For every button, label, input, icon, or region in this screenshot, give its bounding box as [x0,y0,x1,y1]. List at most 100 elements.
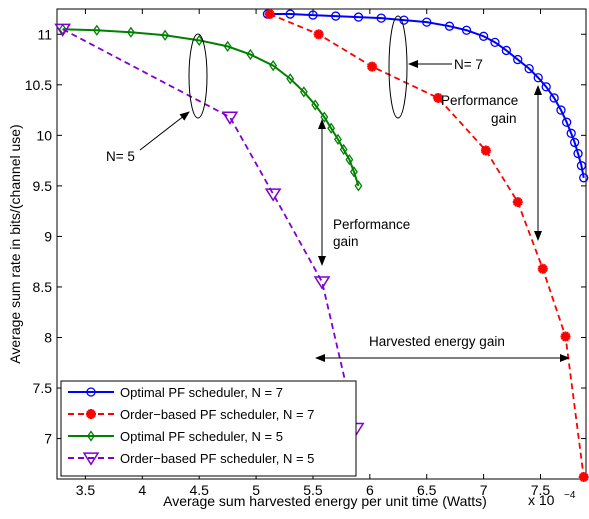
series-layer [54,9,589,482]
n5-group-ellipse [188,33,208,119]
y-tick-label: 8.5 [33,279,53,295]
series-1-point [513,54,523,65]
series-1-point [569,137,580,148]
series-3-point [92,24,101,36]
series-3-point [354,180,363,192]
x-tick-label: 4.5 [189,482,209,498]
legend-label-1: Optimal PF scheduler, N = 7 [120,385,283,400]
harvest-gain-label: Harvested energy gain [369,334,505,349]
n7-label: N= 7 [454,57,483,72]
axis-ticks: 3.5 4 4.5 5 5.5 6 6.5 7 7.5 7 7.5 8 8.5 9 9.5 10 10.5 11 [25,9,586,498]
n5-arrow [139,111,190,151]
series-2-point [578,471,589,482]
series-3-point [223,40,232,53]
series-3-point [195,34,204,46]
series-line-3 [62,28,360,187]
series-3-point [327,122,336,134]
legend-label-3: Optimal PF scheduler, N = 5 [120,429,283,444]
series-1-point [478,31,489,41]
y-tick-label: 7.5 [33,380,53,396]
series-1-point [331,11,341,21]
legend: Optimal PF scheduler, N = 7 Order−based … [60,380,357,477]
series-3-point [58,23,67,35]
series-3-point [349,166,358,178]
series-1-point [308,10,318,20]
series-line-4 [62,28,358,429]
series-1-point [566,128,576,138]
series-2-point [313,29,324,40]
series-2-point [433,92,444,103]
series-1-point [556,105,566,115]
y-tick-label: 8 [44,329,52,345]
x-tick-label: 6 [366,482,374,498]
series-4-point [313,276,331,290]
y-axis-label: Average sum rate in bits/(channel use) [7,124,23,363]
series-3-point [311,99,320,111]
series-1-point [461,25,472,35]
series-3-point [161,29,170,41]
x-tick-label: 7 [480,482,488,498]
series-1-point [562,117,572,127]
series-1-point [422,17,432,27]
perf-gain-right-line1: Performance [441,93,518,108]
series-3-point [269,59,278,72]
y-tick-label: 11 [37,26,52,42]
series-1-point [579,173,589,183]
x-axis-exponent: −4 [564,490,576,501]
series-4-point [221,111,239,125]
legend-sample-marker-3 [87,430,95,442]
series-3-point [286,73,295,85]
series-1-point [285,9,295,19]
y-tick-label: 9 [44,228,52,244]
series-1-point [353,12,364,22]
x-tick-label: 5 [252,482,260,498]
series-1-point [576,161,587,171]
series-1-point [541,82,551,92]
n7-group-ellipse [388,15,408,119]
series-2-point [512,197,523,208]
series-3-point [127,26,135,38]
series-1-point [524,63,534,74]
y-tick-label: 9.5 [33,178,53,194]
series-3-point [345,153,354,166]
x-axis-multiplier: x 10 [528,492,555,508]
series-1-point [444,21,455,31]
series-1-point [549,93,559,103]
series-3-point [246,48,255,61]
legend-sample-marker-1 [86,387,96,397]
series-2-point [264,9,275,20]
x-tick-label: 5.5 [303,482,323,498]
legend-sample-marker-4 [82,452,100,466]
perf-gain-mid-line1: Performance [333,217,410,232]
series-3-point [334,133,342,146]
series-4-point [54,23,72,37]
series-3-point [299,86,308,98]
series-line-1 [267,13,585,178]
x-tick-label: 7.5 [531,482,551,498]
legend-box [60,380,357,477]
x-tick-label: 3.5 [76,482,96,498]
series-1-point [376,13,386,23]
x-axis-label: Average sum harvested energy per unit ti… [163,493,487,509]
y-tick-label: 7 [44,431,52,447]
perf-gain-right-line2: gain [491,111,517,126]
perf-gain-mid-line2: gain [333,234,359,249]
y-tick-label: 10 [36,127,52,143]
series-1-point [533,73,543,83]
series-2-point [537,263,548,274]
n5-label: N= 5 [106,149,135,164]
legend-label-4: Order−based PF scheduler, N = 5 [120,451,314,466]
series-1-point [501,45,512,56]
y-tick-label: 10.5 [25,77,52,93]
series-1-point [399,15,409,25]
series-2-point [560,331,571,342]
series-4-point [264,188,282,202]
x-tick-label: 6.5 [417,482,437,498]
series-2-point [367,61,378,72]
series-1-point [573,148,583,159]
series-1-point [490,37,500,48]
series-2-point [480,145,491,156]
series-line-2 [269,13,585,478]
series-3-point [339,143,348,156]
